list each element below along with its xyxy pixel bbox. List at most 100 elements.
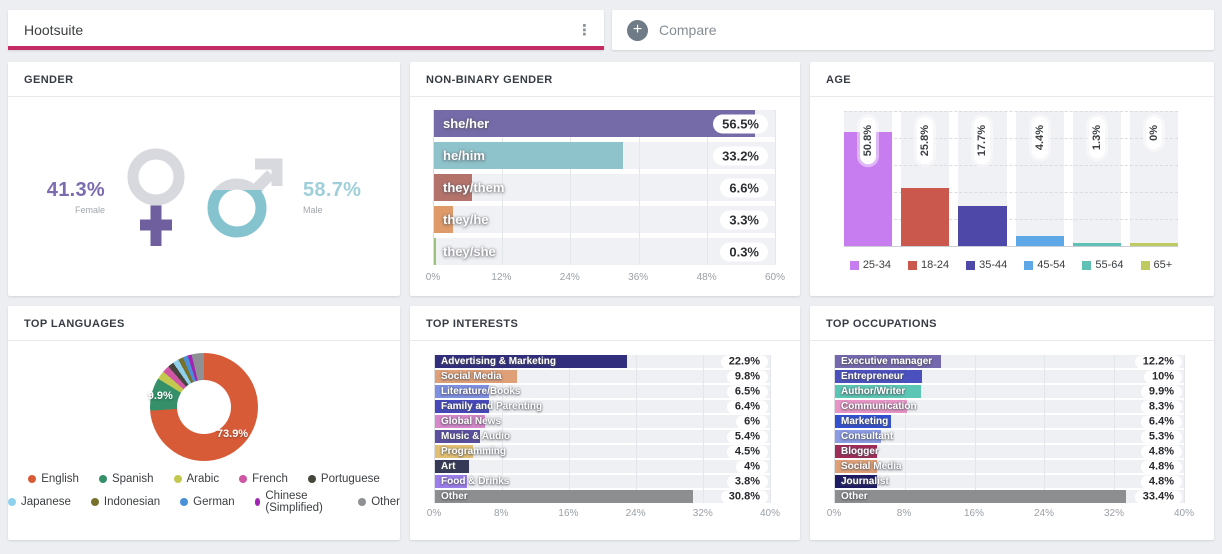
bar-row[interactable]: they/she 0.3% bbox=[434, 238, 775, 265]
age-column[interactable]: 50.8% bbox=[844, 111, 893, 246]
occupations-bars: Executive manager 12.2% Entrepreneur 10% Aut… bbox=[834, 355, 1185, 503]
bar[interactable] bbox=[434, 238, 436, 265]
bar-row[interactable]: they/he 3.3% bbox=[434, 206, 775, 233]
bar[interactable] bbox=[1072, 243, 1121, 246]
bar-label: Programming bbox=[441, 446, 507, 457]
bar-row[interactable]: Advertising & Marketing 22.9% bbox=[435, 355, 770, 368]
bar[interactable] bbox=[434, 206, 453, 233]
bar-label: they/he bbox=[443, 212, 489, 227]
bar[interactable] bbox=[835, 490, 1127, 503]
bar-row[interactable]: Entrepreneur 10% bbox=[835, 370, 1184, 383]
bar-row[interactable]: Art 4% bbox=[435, 460, 770, 473]
axis-tick: 40% bbox=[759, 508, 781, 519]
age-columns: 50.8% 25.8% 17.7% 4.4% 1.3% 0% bbox=[844, 111, 1179, 247]
age-column[interactable]: 1.3% bbox=[1072, 111, 1121, 246]
legend-item[interactable]: 65+ bbox=[1140, 259, 1172, 271]
legend-item[interactable]: German bbox=[180, 490, 235, 514]
bar[interactable] bbox=[435, 460, 469, 473]
bar[interactable] bbox=[435, 490, 693, 503]
panel-title-interests: TOP INTERESTS bbox=[410, 306, 800, 341]
legend-item[interactable]: Portuguese bbox=[307, 473, 380, 485]
tab-hootsuite[interactable]: Hootsuite ⋮ bbox=[8, 10, 604, 50]
bar[interactable] bbox=[835, 460, 877, 473]
bar[interactable] bbox=[835, 355, 942, 368]
bar[interactable] bbox=[835, 385, 922, 398]
compare-button[interactable]: + Compare bbox=[612, 10, 1214, 50]
legend-item[interactable]: 55-64 bbox=[1082, 259, 1124, 271]
bar-row[interactable]: Other 30.8% bbox=[435, 490, 770, 503]
bar-row[interactable]: Music & Audio 5.4% bbox=[435, 430, 770, 443]
legend-item[interactable]: English bbox=[28, 473, 79, 485]
bar[interactable] bbox=[435, 475, 467, 488]
legend-item[interactable]: Indonesian bbox=[90, 490, 161, 514]
bar-row[interactable]: Food & Drinks 3.8% bbox=[435, 475, 770, 488]
age-column[interactable]: 25.8% bbox=[901, 111, 950, 246]
bar-row[interactable]: Family and Parenting 6.4% bbox=[435, 400, 770, 413]
bar-row[interactable]: Social Media 4.8% bbox=[835, 460, 1184, 473]
legend-swatch bbox=[28, 475, 37, 483]
legend-item[interactable]: Arabic bbox=[173, 473, 219, 485]
bar[interactable] bbox=[958, 206, 1007, 246]
bar[interactable] bbox=[835, 370, 923, 383]
bar[interactable] bbox=[901, 187, 950, 246]
bar-row[interactable]: Social Media 9.8% bbox=[435, 370, 770, 383]
nonbinary-chart: she/her 56.5% he/him 33.2% they/them 6.6% they… bbox=[410, 97, 800, 296]
bar[interactable] bbox=[1015, 236, 1064, 246]
legend-item[interactable]: Other bbox=[358, 490, 400, 514]
age-column[interactable]: 4.4% bbox=[1015, 111, 1064, 246]
bar-row[interactable]: he/him 33.2% bbox=[434, 142, 775, 169]
legend-item[interactable]: 35-44 bbox=[966, 259, 1007, 271]
bar[interactable] bbox=[835, 400, 908, 413]
bar[interactable] bbox=[835, 415, 891, 428]
bar[interactable] bbox=[435, 400, 489, 413]
topbar: Hootsuite ⋮ + Compare bbox=[0, 0, 1222, 50]
bar-label: Family and Parenting bbox=[441, 401, 543, 412]
bar[interactable] bbox=[434, 142, 623, 169]
bar-row[interactable]: Communication 8.3% bbox=[835, 400, 1184, 413]
age-column[interactable]: 17.7% bbox=[958, 111, 1007, 246]
axis-tick: 24% bbox=[559, 272, 580, 283]
legend-label: Indonesian bbox=[103, 496, 161, 508]
bar-row[interactable]: Global News 6% bbox=[435, 415, 770, 428]
bar[interactable] bbox=[435, 430, 481, 443]
bar[interactable] bbox=[435, 415, 486, 428]
legend-item[interactable]: 18-24 bbox=[907, 259, 949, 271]
legend-item[interactable]: Chinese (Simplified) bbox=[254, 490, 339, 514]
bar[interactable] bbox=[435, 355, 627, 368]
bar[interactable] bbox=[835, 475, 877, 488]
legend-item[interactable]: Japanese bbox=[8, 490, 71, 514]
legend-label: Japanese bbox=[21, 496, 71, 508]
bar[interactable] bbox=[835, 430, 882, 443]
bar-row[interactable]: Journalist 4.8% bbox=[835, 475, 1184, 488]
bar[interactable] bbox=[435, 385, 490, 398]
age-column[interactable]: 0% bbox=[1129, 111, 1179, 246]
bar-label: Marketing bbox=[841, 416, 889, 427]
bar[interactable] bbox=[434, 110, 756, 137]
bar-row[interactable]: Other 33.4% bbox=[835, 490, 1184, 503]
bar-row[interactable]: Literature/Books 6.5% bbox=[435, 385, 770, 398]
bar[interactable] bbox=[835, 445, 877, 458]
bar-row[interactable]: Executive manager 12.2% bbox=[835, 355, 1184, 368]
languages-chart: 73.9% 9.9% English Spanish Arabic French Port… bbox=[8, 341, 400, 540]
languages-donut[interactable]: 73.9% 9.9% bbox=[148, 353, 258, 461]
bar[interactable] bbox=[1129, 243, 1179, 246]
kebab-menu-icon[interactable]: ⋮ bbox=[577, 21, 592, 39]
bar[interactable] bbox=[435, 445, 473, 458]
bar-row[interactable]: Author/Writer 9.9% bbox=[835, 385, 1184, 398]
bar-row[interactable]: she/her 56.5% bbox=[434, 110, 775, 137]
bar-label: Other bbox=[441, 491, 468, 502]
bar[interactable] bbox=[435, 370, 518, 383]
bar-row[interactable]: Consultant 5.3% bbox=[835, 430, 1184, 443]
legend-swatch bbox=[98, 475, 107, 483]
bar-label: Consultant bbox=[841, 431, 894, 442]
bar-row[interactable]: Blogger 4.8% bbox=[835, 445, 1184, 458]
bar-row[interactable]: Marketing 6.4% bbox=[835, 415, 1184, 428]
legend-item[interactable]: French bbox=[239, 473, 288, 485]
male-percent: 58.7% bbox=[303, 178, 362, 201]
legend-item[interactable]: Spanish bbox=[98, 473, 154, 485]
legend-item[interactable]: 25-34 bbox=[849, 259, 891, 271]
bar-row[interactable]: they/them 6.6% bbox=[434, 174, 775, 201]
legend-item[interactable]: 45-54 bbox=[1024, 259, 1065, 271]
bar[interactable] bbox=[434, 174, 472, 201]
bar-row[interactable]: Programming 4.5% bbox=[435, 445, 770, 458]
